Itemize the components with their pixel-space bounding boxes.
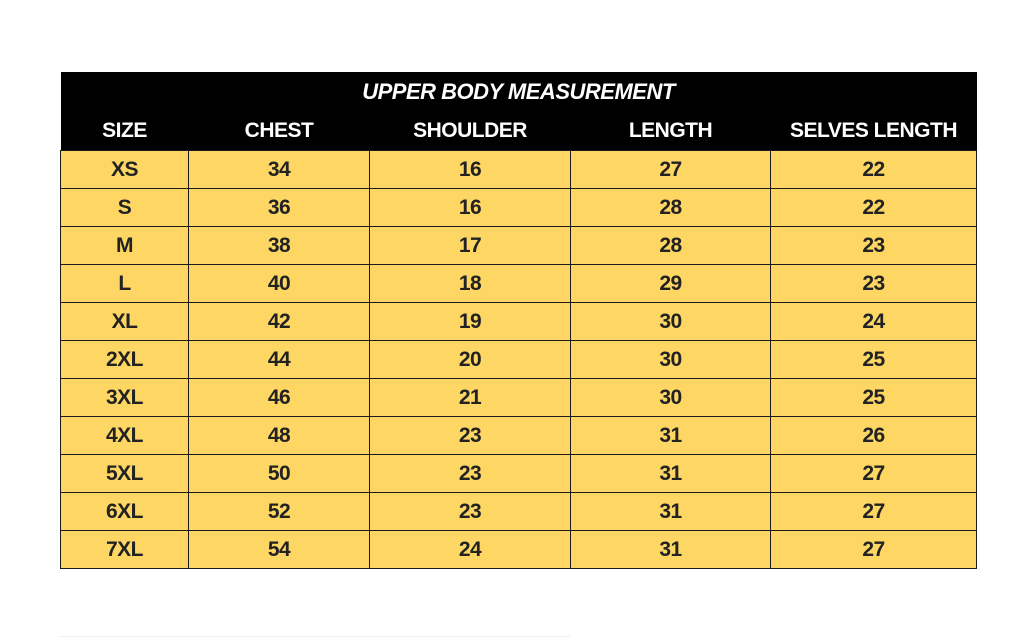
- table-cell: 27: [570, 150, 771, 189]
- table-row: L 40 18 29 23: [60, 264, 978, 303]
- table-cell: 52: [188, 492, 370, 531]
- table-row: XL 42 19 30 24: [60, 302, 978, 341]
- table-cell: 23: [369, 454, 571, 493]
- table-cell: 31: [570, 492, 771, 531]
- table-cell: 42: [188, 302, 370, 341]
- table-cell: 5XL: [60, 454, 189, 493]
- table-cell: 31: [570, 530, 771, 569]
- table-cell: L: [60, 264, 189, 303]
- table-cell: 31: [570, 416, 771, 455]
- table-cell: 16: [369, 188, 571, 227]
- table-cell: 23: [769, 226, 978, 265]
- table-cell: 23: [369, 492, 571, 531]
- table-cell: 25: [769, 340, 978, 379]
- table-cell: 28: [570, 226, 771, 265]
- column-header-length: LENGTH: [570, 112, 771, 151]
- table-cell: 44: [188, 340, 370, 379]
- divider: [60, 636, 570, 637]
- table-cell: 3XL: [60, 378, 189, 417]
- table-cell: 46: [188, 378, 370, 417]
- column-header-chest: CHEST: [188, 112, 370, 151]
- table-row: 4XL 48 23 31 26: [60, 416, 978, 455]
- table-cell: 22: [769, 188, 978, 227]
- table-row: S 36 16 28 22: [60, 188, 978, 227]
- table-cell: 16: [369, 150, 571, 189]
- table-cell: 23: [369, 416, 571, 455]
- table-cell: 27: [769, 492, 978, 531]
- table-cell: 31: [570, 454, 771, 493]
- table-cell: 38: [188, 226, 370, 265]
- table-cell: 36: [188, 188, 370, 227]
- title-row: UPPER BODY MEASUREMENT: [60, 72, 977, 112]
- table-cell: 30: [570, 302, 771, 341]
- table-cell: 19: [369, 302, 571, 341]
- table-cell: 48: [188, 416, 370, 455]
- column-header-size: SIZE: [60, 112, 189, 151]
- column-header-shoulder: SHOULDER: [369, 112, 571, 151]
- table-row: 2XL 44 20 30 25: [60, 340, 978, 379]
- table-cell: 54: [188, 530, 370, 569]
- table-cell: 25: [769, 378, 978, 417]
- table-title: UPPER BODY MEASUREMENT: [60, 72, 977, 112]
- table-cell: 17: [369, 226, 571, 265]
- table-cell: 34: [188, 150, 370, 189]
- table-cell: XL: [60, 302, 189, 341]
- table-cell: 7XL: [60, 530, 189, 569]
- table-cell: 18: [369, 264, 571, 303]
- table-cell: 24: [369, 530, 571, 569]
- table-cell: 4XL: [60, 416, 189, 455]
- table-cell: 21: [369, 378, 571, 417]
- table-row: 5XL 50 23 31 27: [60, 454, 978, 493]
- table-row: M 38 17 28 23: [60, 226, 978, 265]
- table-cell: 27: [769, 530, 978, 569]
- table-row: XS 34 16 27 22: [60, 150, 978, 189]
- table-cell: 40: [188, 264, 370, 303]
- table-cell: 6XL: [60, 492, 189, 531]
- table-row: 3XL 46 21 30 25: [60, 378, 978, 417]
- table-cell: 30: [570, 378, 771, 417]
- table-cell: 24: [769, 302, 978, 341]
- table-row: 7XL 54 24 31 27: [60, 530, 978, 569]
- table-cell: 2XL: [60, 340, 189, 379]
- table-cell: 28: [570, 188, 771, 227]
- table-cell: 30: [570, 340, 771, 379]
- table-cell: 20: [369, 340, 571, 379]
- column-header-sleeves-length: SELVES LENGTH: [770, 112, 977, 151]
- table-cell: 23: [769, 264, 978, 303]
- table-cell: 29: [570, 264, 771, 303]
- table-cell: S: [60, 188, 189, 227]
- table-cell: 50: [188, 454, 370, 493]
- table-cell: XS: [60, 150, 189, 189]
- table-row: 6XL 52 23 31 27: [60, 492, 978, 531]
- table-cell: 27: [769, 454, 978, 493]
- header-row: SIZE CHEST SHOULDER LENGTH SELVES LENGTH: [60, 112, 977, 151]
- table-cell: M: [60, 226, 189, 265]
- table-cell: 26: [769, 416, 978, 455]
- size-chart-table: UPPER BODY MEASUREMENT SIZE CHEST SHOULD…: [60, 72, 978, 569]
- table-cell: 22: [769, 150, 978, 189]
